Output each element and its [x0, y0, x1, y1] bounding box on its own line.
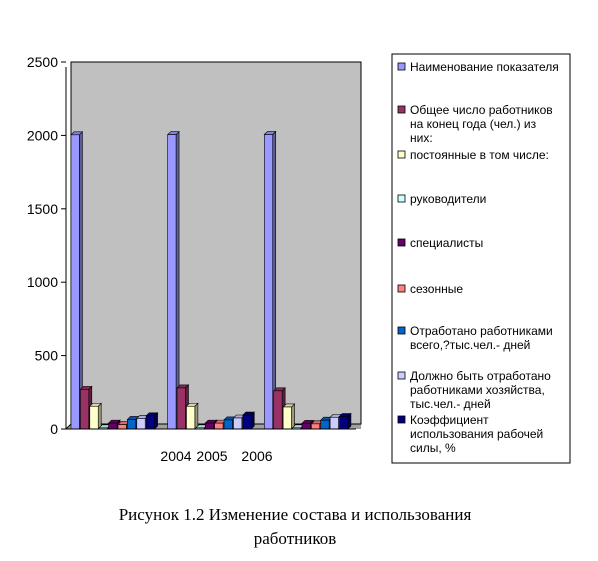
- legend-label: специалисты: [410, 236, 483, 250]
- bar-front: [176, 387, 186, 430]
- bar: [145, 412, 159, 430]
- bar-front: [233, 417, 243, 430]
- legend-entry: специалисты: [397, 236, 483, 250]
- x-category-label: 2004: [160, 448, 191, 464]
- bar-front: [117, 424, 127, 430]
- bar-front: [282, 406, 292, 430]
- x-category-label: 2005: [196, 448, 227, 464]
- bar-front: [108, 422, 118, 430]
- legend-entry: постоянные в том числе:: [397, 148, 549, 162]
- bar-front: [273, 390, 283, 430]
- bar-front: [186, 405, 196, 430]
- figure-caption: Рисунок 1.2 Изменение состава и использо…: [40, 503, 550, 551]
- bars-group: [70, 130, 352, 430]
- legend-entry: сезонные: [397, 282, 463, 296]
- bar-front: [339, 416, 349, 430]
- legend: Наименование показателя Общее число работ…: [391, 53, 571, 464]
- legend-label: них:: [410, 131, 433, 145]
- bar: [282, 403, 296, 430]
- legend-swatch: [397, 371, 406, 380]
- legend-swatch: [397, 284, 406, 293]
- bar-front: [301, 423, 311, 430]
- legend-label: руководители: [410, 192, 486, 206]
- legend-label: тыс.чел.- дней: [410, 397, 491, 411]
- bar-front: [320, 419, 330, 430]
- y-tick-label: 1000: [27, 274, 58, 290]
- bar-front: [89, 405, 99, 430]
- bar-front: [70, 134, 80, 430]
- y-axis-ticks: 0 500 1000 1500 2000 2500: [27, 54, 66, 437]
- legend-swatch: [397, 62, 406, 71]
- y-tick-label: 0: [50, 421, 58, 437]
- legend-label: Наименование показателя: [410, 60, 559, 74]
- legend-swatch: [397, 194, 406, 203]
- bar: [70, 131, 84, 430]
- legend-label: Общее число работников: [410, 103, 553, 117]
- legend-swatch: [397, 150, 406, 159]
- bar-front: [145, 415, 155, 430]
- bar-side: [79, 131, 83, 430]
- bar-side: [175, 130, 180, 430]
- legend-box: [391, 53, 571, 464]
- y-tick-label: 500: [35, 348, 59, 364]
- legend-swatch: [397, 415, 406, 424]
- bar: [185, 402, 199, 430]
- legend-label: силы, %: [410, 441, 456, 455]
- bar-front: [127, 419, 137, 430]
- legend-label: Отработано работниками: [410, 324, 553, 338]
- y-tick-label: 2500: [27, 54, 58, 70]
- legend-swatch: [397, 105, 406, 114]
- axes: [65, 67, 356, 430]
- plot-area: [66, 61, 362, 429]
- legend-label: всего,?тыс.чел.- дней: [410, 338, 530, 352]
- legend-entry: Наименование показателя: [397, 60, 559, 74]
- legend-label: работниками хозяйства,: [410, 383, 545, 397]
- legend-swatch: [397, 326, 406, 335]
- bar: [242, 411, 255, 430]
- y-tick-label: 1500: [27, 201, 58, 217]
- plot-back-wall: [70, 61, 362, 425]
- bar-chart: 0 500 1000 1500 2000 2500 2004 2005 2006 Наимен…: [27, 53, 571, 464]
- y-tick-label: 2000: [27, 127, 58, 143]
- legend-entry: руководители: [397, 192, 486, 206]
- axis-depth-line: [65, 423, 72, 430]
- x-category-label: 2006: [241, 448, 272, 464]
- bar-front: [223, 419, 233, 430]
- legend-label: постоянные в том числе:: [410, 148, 549, 162]
- bar-side: [291, 403, 295, 430]
- bar-front: [204, 422, 214, 430]
- bar-front: [264, 134, 274, 430]
- x-axis-categories: 2004 2005 2006: [160, 448, 272, 464]
- bar-front: [136, 418, 146, 430]
- legend-label: на конец года (чел.) из: [410, 117, 537, 131]
- bar: [338, 412, 352, 430]
- bar-side: [272, 130, 277, 430]
- bar-side: [97, 402, 102, 430]
- bar-front: [311, 423, 321, 430]
- bar: [89, 402, 102, 430]
- caption-line-1: Рисунок 1.2 Изменение состава и использо…: [118, 505, 472, 524]
- legend-label: Коэффициент: [410, 413, 489, 427]
- bar-front: [80, 389, 90, 430]
- legend-label: Должно быть отработано: [410, 369, 551, 383]
- bar-front: [167, 134, 177, 430]
- bar-front: [329, 416, 339, 430]
- bar: [166, 130, 180, 430]
- bar-front: [242, 414, 252, 430]
- legend-label: сезонные: [410, 282, 463, 296]
- bar: [263, 130, 277, 430]
- bar-side: [194, 402, 199, 430]
- legend-label: использования рабочей: [410, 427, 543, 441]
- caption-line-2: работников: [253, 529, 337, 548]
- legend-swatch: [397, 238, 406, 247]
- bar-front: [214, 422, 224, 430]
